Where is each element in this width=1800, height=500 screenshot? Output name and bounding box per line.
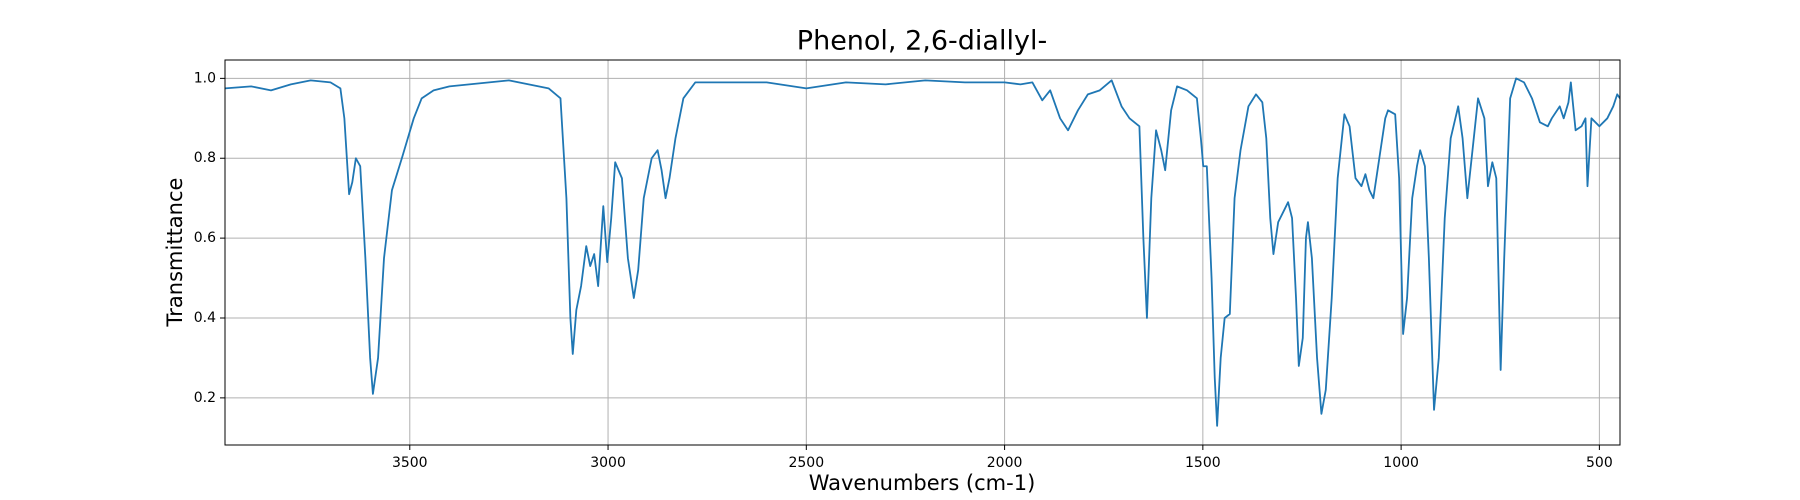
y-tick-label: 1.0	[194, 70, 216, 86]
x-tick-label: 1000	[1383, 455, 1419, 471]
x-tick-label: 2000	[987, 455, 1023, 471]
y-tick-label: 0.4	[194, 310, 216, 326]
x-tick-label: 3000	[590, 455, 626, 471]
chart-title: Phenol, 2,6-diallyl-	[797, 26, 1047, 57]
x-tick-label: 500	[1586, 455, 1613, 471]
y-axis-label: Transmittance	[163, 178, 187, 328]
y-tick-label: 0.2	[194, 390, 216, 406]
plot-frame	[224, 59, 1621, 446]
x-tick-label: 1500	[1185, 455, 1221, 471]
y-tick-label: 0.6	[194, 230, 216, 246]
x-axis-label: Wavenumbers (cm-1)	[809, 471, 1036, 495]
spectrum-line	[225, 77, 1620, 427]
x-tick-label: 2500	[788, 455, 824, 471]
y-tick-label: 0.8	[194, 150, 216, 166]
x-tick-label: 3500	[392, 455, 428, 471]
